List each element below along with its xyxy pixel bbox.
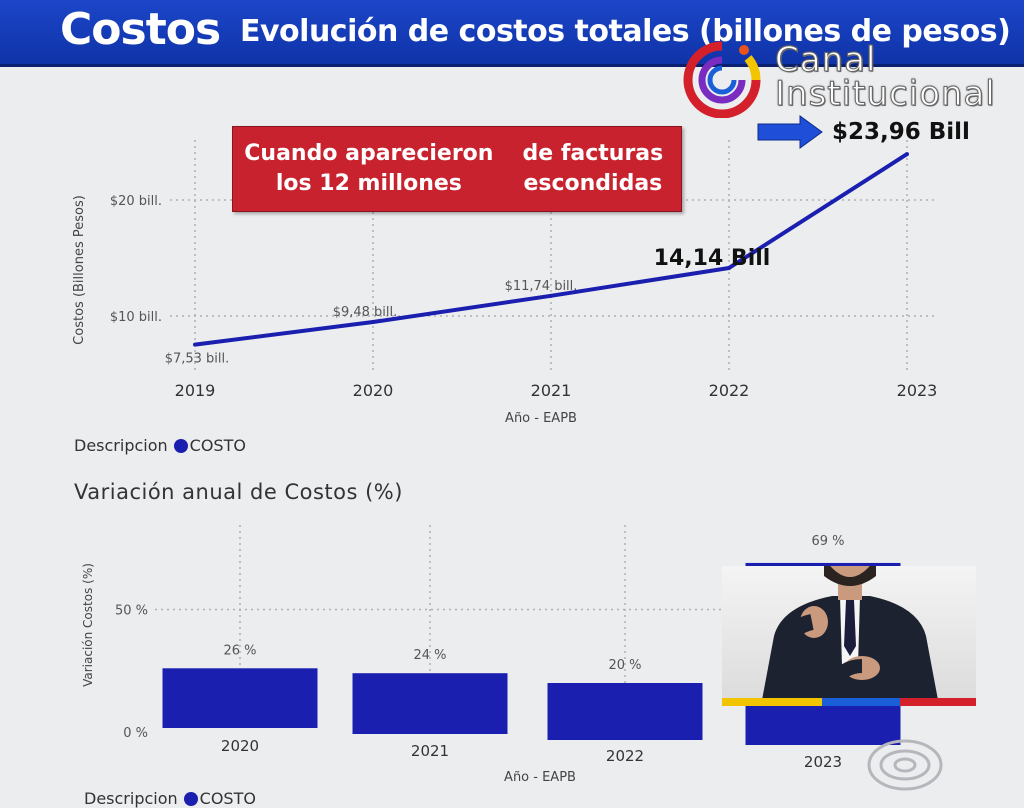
bar-data-label: 20 % xyxy=(608,658,641,673)
y-tick-label: 0 % xyxy=(123,726,148,741)
x-tick-label: 2021 xyxy=(411,742,449,760)
data-label: $11,74 bill. xyxy=(505,279,578,294)
y-tick-label: 50 % xyxy=(115,604,148,619)
callout-line-2: de facturas escondidas xyxy=(522,141,664,196)
x-tick-label: 2020 xyxy=(353,381,394,400)
sign-language-interpreter xyxy=(722,566,976,700)
canal-institucional-logo-icon xyxy=(683,41,761,118)
annotation-2022-value: 14,14 Bill xyxy=(654,246,771,271)
x-tick-label: 2021 xyxy=(531,381,572,400)
legend-label: Descripcion xyxy=(74,436,168,455)
legend-dot-icon xyxy=(183,792,198,806)
legend-top: Descripcion COSTO xyxy=(74,436,246,455)
x-tick-label: 2023 xyxy=(804,753,842,771)
x-axis-label: Año - EAPB xyxy=(505,411,577,426)
y-axis-label: Variación Costos (%) xyxy=(81,563,95,687)
callout-line-1: Cuando aparecieron los 12 millones xyxy=(244,141,494,196)
x-tick-label: 2022 xyxy=(709,381,750,400)
x-tick-label: 2019 xyxy=(175,381,216,400)
data-point xyxy=(727,265,731,270)
data-point xyxy=(905,152,909,157)
logo-text-institucional: Institucional xyxy=(775,74,996,115)
legend-dot-icon xyxy=(173,439,188,453)
page-subtitle: Evolución de costos totales (billones de… xyxy=(240,14,1011,49)
costs-line-chart: $10 bill. $20 bill. Costos (Billones Pesos… xyxy=(72,115,970,426)
data-label: $7,53 bill. xyxy=(165,352,230,367)
interpreter-person-icon xyxy=(762,566,938,700)
page-title: Costos xyxy=(60,4,221,55)
logo-text-canal: Canal xyxy=(774,40,877,81)
data-point xyxy=(371,320,375,325)
x-tick-label: 2020 xyxy=(221,737,259,755)
arrow-right-icon xyxy=(757,115,823,149)
callout-box: Cuando aparecieron los 12 millones de fa… xyxy=(232,126,682,212)
interpreter-color-stripe xyxy=(722,698,976,706)
bar-data-label: 24 % xyxy=(413,648,446,663)
bar-2021 xyxy=(352,673,508,734)
x-tick-label: 2023 xyxy=(897,381,938,400)
bar-data-label: 69 % xyxy=(811,534,844,549)
annotation-2023-value: $23,96 Bill xyxy=(832,119,970,145)
bottom-chart-title: Variación anual de Costos (%) xyxy=(74,480,403,504)
x-tick-label: 2022 xyxy=(606,747,644,765)
data-label: $9,48 bill. xyxy=(333,305,398,320)
legend-series: COSTO xyxy=(199,789,256,808)
legend-bottom: Descripcion COSTO xyxy=(84,789,256,808)
y-tick-label: $10 bill. xyxy=(110,310,162,325)
x-axis-label: Año - EAPB xyxy=(504,770,576,785)
header-bar: Costos Evolución de costos totales (bill… xyxy=(0,0,1024,67)
bar-2022 xyxy=(547,683,703,740)
legend-series: COSTO xyxy=(189,436,246,455)
bar-data-label: 26 % xyxy=(223,643,256,658)
legend-label: Descripcion xyxy=(84,789,178,808)
data-point xyxy=(193,342,197,347)
data-point xyxy=(549,293,553,298)
channel-watermark-icon xyxy=(867,739,943,791)
y-tick-label: $20 bill. xyxy=(110,194,162,209)
y-axis-label: Costos (Billones Pesos) xyxy=(72,195,87,345)
bar-2020 xyxy=(162,668,318,728)
